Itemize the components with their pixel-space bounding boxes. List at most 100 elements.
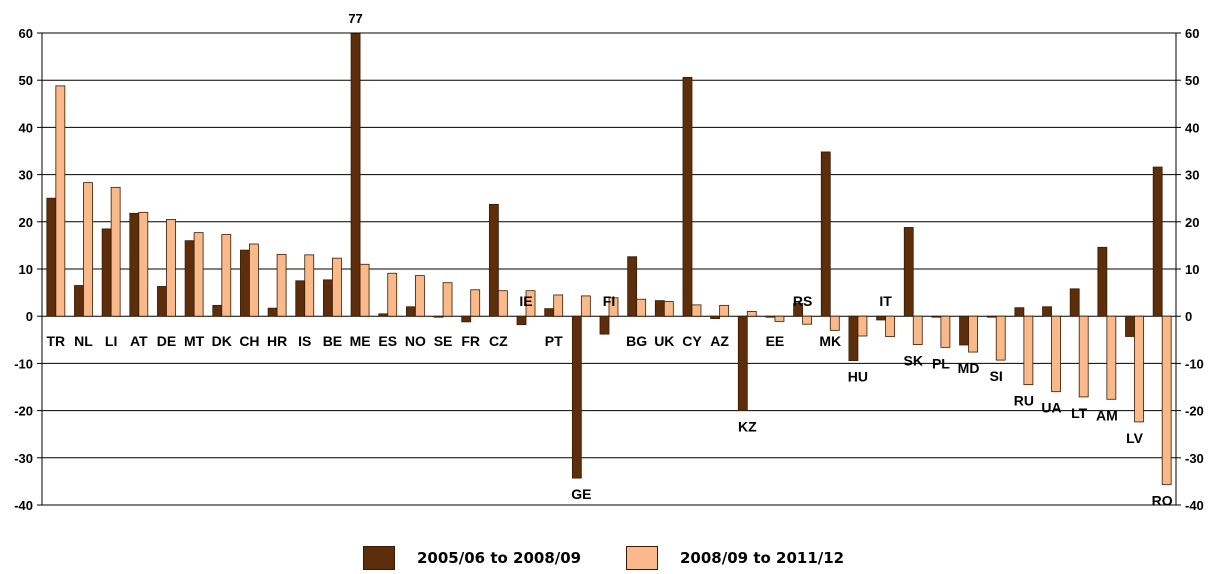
bar-series-1	[184, 240, 195, 317]
bar-series-1	[959, 315, 969, 346]
gridlines	[42, 32, 1176, 506]
bar-series-2	[885, 315, 895, 337]
y-tick-label-left: 10	[19, 262, 33, 277]
bar-series-1	[1069, 288, 1080, 317]
y-tick-label-right: 30	[1185, 168, 1199, 183]
category-label: IS	[298, 333, 311, 349]
category-label: HU	[848, 369, 868, 385]
bar-series-2	[497, 290, 508, 317]
y-tick-label-right: 50	[1185, 73, 1199, 88]
y-tick-label-right: 60	[1185, 26, 1199, 41]
bar-series-2	[1134, 315, 1144, 423]
legend-swatch-series-1	[363, 546, 395, 570]
bar-series-2	[470, 289, 481, 317]
category-label: LV	[1126, 430, 1144, 446]
category-label: DK	[212, 333, 232, 349]
bar-series-2	[359, 263, 370, 317]
bar-series-1	[433, 315, 444, 318]
category-label: ME	[350, 333, 371, 349]
bar-series-1	[1042, 306, 1052, 317]
bar-series-2	[442, 282, 453, 317]
category-labels: 77 TR NL LI AT DE MT DK CH HR IS BE ME ES NO SE FR CZ IE PT…	[46, 11, 1172, 509]
bar-series-1	[793, 303, 804, 317]
bar-series-2	[746, 311, 757, 317]
category-label: DE	[157, 333, 176, 349]
bar-series-1	[765, 315, 776, 318]
y-tick-label-right: 10	[1185, 262, 1199, 277]
bar-series-2	[276, 253, 287, 317]
legend-label-series-2: 2008/09 to 2011/12	[680, 549, 845, 567]
category-label: UA	[1041, 400, 1061, 416]
bar-series-1	[212, 304, 223, 317]
bar-series-2	[1161, 315, 1172, 486]
bar-series-2	[1078, 315, 1089, 398]
y-tick-label-left: -20	[14, 404, 33, 419]
bar-series-2	[1106, 315, 1117, 400]
bar-series-2	[110, 186, 121, 317]
bar-series-2	[719, 304, 730, 317]
category-label: RU	[1014, 393, 1034, 409]
y-tick-label-left: 50	[19, 73, 33, 88]
bar-series-2	[580, 295, 591, 317]
category-label: AM	[1096, 407, 1118, 423]
bar-series-2	[83, 182, 93, 317]
bar-series-1	[682, 76, 693, 317]
bar-series-2	[995, 315, 1006, 361]
bars	[46, 32, 1172, 486]
bar-series-1	[295, 280, 306, 317]
bar-series-2	[193, 232, 204, 317]
category-label: EE	[766, 333, 785, 349]
y-tick-label-right: 20	[1185, 215, 1199, 230]
category-label: GE	[571, 486, 591, 502]
bar-series-1	[405, 306, 416, 317]
bar-series-2	[857, 315, 868, 337]
y-tick-label-left: 20	[19, 215, 33, 230]
bar-series-1	[267, 307, 278, 317]
bar-series-2	[55, 85, 66, 317]
bar-series-2	[304, 254, 315, 317]
y-tick-label-right: -40	[1185, 498, 1204, 513]
category-label: AT	[130, 333, 148, 349]
bar-series-2	[387, 272, 398, 317]
y-tick-label-right: -30	[1185, 451, 1204, 466]
category-label: PT	[545, 333, 563, 349]
bar-series-2	[912, 315, 923, 345]
annotation-label: 77	[348, 11, 362, 26]
y-tick-label-right: -10	[1185, 356, 1204, 371]
bar-chart: 77 TR NL LI AT DE MT DK CH HR IS BE ME ES NO SE FR CZ IE PT…	[14, 11, 1204, 513]
category-label: BE	[323, 333, 342, 349]
category-label: CH	[239, 333, 259, 349]
bar-series-2	[663, 301, 674, 317]
bar-series-1	[931, 315, 942, 318]
bar-series-1	[627, 256, 638, 317]
bar-series-2	[940, 315, 951, 348]
plot-frame	[41, 32, 1177, 506]
category-label: LI	[105, 333, 117, 349]
bar-series-1	[323, 279, 333, 317]
category-label: FI	[603, 293, 615, 309]
y-tick-label-left: -30	[14, 451, 33, 466]
bar-series-1	[516, 315, 527, 326]
bar-series-2	[525, 290, 536, 317]
bar-series-2	[802, 315, 813, 325]
bar-series-2	[608, 297, 619, 317]
bar-series-1	[350, 32, 361, 317]
category-label: CY	[682, 333, 702, 349]
category-label: KZ	[738, 419, 757, 435]
bar-series-2	[332, 257, 342, 317]
bar-series-1	[240, 249, 250, 317]
bar-series-1	[1097, 246, 1108, 317]
bar-series-1	[876, 315, 886, 321]
category-label: PL	[932, 355, 950, 371]
bar-series-1	[820, 151, 831, 317]
legend-item-series-2: 2008/09 to 2011/12	[626, 546, 844, 570]
category-label: AZ	[710, 333, 729, 349]
bar-series-1	[571, 315, 582, 479]
bar-series-1	[986, 315, 997, 318]
y-tick-label-left: 30	[19, 168, 33, 183]
bar-series-2	[774, 315, 785, 322]
bar-series-2	[691, 304, 702, 317]
category-label: RO	[1152, 493, 1173, 509]
bar-series-1	[488, 203, 499, 317]
category-label: HR	[267, 333, 287, 349]
